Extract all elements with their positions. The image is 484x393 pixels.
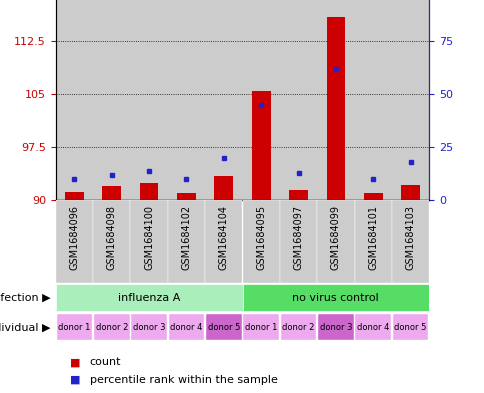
Text: ■: ■ [70,358,81,367]
Bar [280,314,316,340]
Bar [93,200,130,283]
Bar [130,200,167,283]
Text: no virus control: no virus control [292,293,378,303]
Bar [318,314,353,340]
Bar [56,0,93,200]
Bar [205,0,242,200]
Bar [400,185,419,200]
Text: infection ▶: infection ▶ [0,293,51,303]
Bar [94,314,129,340]
Bar [391,0,428,200]
Bar [317,0,354,200]
Bar [288,190,307,200]
Text: GSM1684098: GSM1684098 [106,204,117,270]
Text: GSM1684100: GSM1684100 [144,204,154,270]
Bar [168,314,204,340]
Bar [139,183,158,200]
Text: GSM1684101: GSM1684101 [367,204,378,270]
Text: donor 2: donor 2 [282,323,314,332]
Text: donor 5: donor 5 [207,323,240,332]
Bar [57,314,92,340]
Text: GSM1684103: GSM1684103 [405,204,415,270]
Bar [279,0,317,200]
Text: donor 4: donor 4 [356,323,389,332]
Bar [131,314,166,340]
Text: donor 5: donor 5 [393,323,426,332]
Bar [242,0,279,200]
Bar [363,193,382,200]
Bar [317,200,354,283]
Bar [167,0,205,200]
Text: GSM1684095: GSM1684095 [256,204,266,270]
Bar [326,17,345,200]
Bar [279,200,317,283]
Bar [355,314,390,340]
Bar [205,200,242,283]
Text: individual ▶: individual ▶ [0,322,51,332]
Text: GSM1684097: GSM1684097 [293,204,303,270]
Bar [102,185,121,200]
Bar [56,285,242,311]
Text: donor 3: donor 3 [319,323,351,332]
Text: GSM1684099: GSM1684099 [330,204,340,270]
Bar [391,200,428,283]
Bar [130,0,167,200]
Bar [65,192,84,200]
Bar [242,285,428,311]
Text: GSM1684096: GSM1684096 [69,204,79,270]
Bar [206,314,241,340]
Bar [392,314,427,340]
Bar [167,200,205,283]
Text: donor 2: donor 2 [95,323,128,332]
Text: percentile rank within the sample: percentile rank within the sample [90,375,277,385]
Text: ■: ■ [70,375,81,385]
Bar [354,200,391,283]
Bar [56,200,93,283]
Text: influenza A: influenza A [118,293,180,303]
Bar [177,193,196,200]
Bar [242,200,279,283]
Text: GSM1684104: GSM1684104 [218,204,228,270]
Text: donor 3: donor 3 [133,323,165,332]
Text: donor 1: donor 1 [244,323,277,332]
Bar [251,91,270,200]
Bar [354,0,391,200]
Text: donor 4: donor 4 [170,323,202,332]
Bar [214,176,233,200]
Bar [243,314,278,340]
Text: count: count [90,358,121,367]
Bar [93,0,130,200]
Text: GSM1684102: GSM1684102 [181,204,191,270]
Text: donor 1: donor 1 [58,323,91,332]
